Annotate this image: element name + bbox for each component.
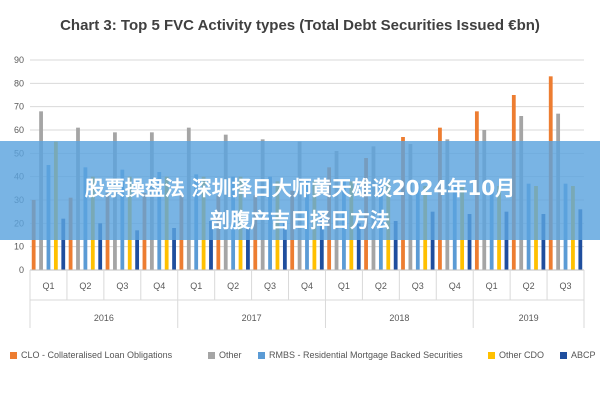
overlay-banner[interactable]: 股票操盘法 深圳择日大师黄天雄谈2024年10月 剖腹产吉日择日方法 [0, 141, 600, 240]
y-tick-label: 10 [14, 242, 24, 252]
bar [356, 223, 361, 270]
legend-item: CLO - Collateralised Loan Obligations [10, 350, 172, 360]
bar [467, 214, 472, 270]
x-group-label: 2016 [94, 313, 114, 323]
bar [393, 221, 398, 270]
legend-item: Other [208, 350, 242, 360]
legend-item: RMBS - Residential Mortgage Backed Secur… [258, 350, 463, 360]
x-tick-label: Q3 [412, 281, 424, 291]
bar [98, 223, 103, 270]
legend-label: ABCP [571, 350, 596, 360]
overlay-text-line-2: 剖腹产吉日择日方法 [210, 208, 390, 232]
bar [430, 211, 435, 270]
x-tick-label: Q3 [116, 281, 128, 291]
bar [172, 228, 176, 270]
x-tick-label: Q3 [560, 281, 572, 291]
legend-swatch [560, 351, 567, 359]
legend-label: RMBS - Residential Mortgage Backed Secur… [269, 350, 463, 360]
x-tick-label: Q1 [42, 281, 54, 291]
x-axis: Q1 Q2 Q3 Q4 Q1 Q2 Q3 Q4 Q1 Q2 Q3 Q4 Q1 Q2 Q3 2016 2017 20… [29, 269, 585, 328]
legend-label: Other [219, 350, 242, 360]
y-tick-label: 0 [19, 265, 24, 275]
legend-label: Other CDO [499, 350, 545, 360]
x-tick-label: Q4 [449, 281, 461, 291]
bar [319, 216, 324, 270]
x-tick-label: Q3 [264, 281, 276, 291]
overlay-text-line-1: 股票操盘法 深圳择日大师黄天雄谈2024年10月 [84, 176, 516, 200]
x-tick-label: Q2 [523, 281, 535, 291]
bar [541, 214, 546, 270]
y-tick-label: 90 [14, 55, 24, 65]
x-tick-label: Q2 [227, 281, 239, 291]
legend-item: ABCP [560, 350, 596, 360]
x-tick-label: Q4 [153, 281, 165, 291]
legend-swatch [208, 351, 215, 359]
legend: CLO - Collateralised Loan Obligations Oth… [10, 350, 600, 370]
legend-swatch [258, 351, 265, 359]
x-tick-label: Q1 [338, 281, 350, 291]
x-group-label: 2019 [519, 313, 539, 323]
bar [61, 218, 66, 270]
legend-label: CLO - Collateralised Loan Obligations [21, 350, 173, 360]
legend-swatch [10, 351, 17, 359]
bar [209, 221, 213, 270]
y-tick-label: 70 [14, 102, 24, 112]
chart-title: Chart 3: Top 5 FVC Activity types (Total… [60, 17, 540, 34]
y-tick-label: 80 [14, 78, 24, 88]
bar [246, 228, 250, 270]
x-group-label: 2018 [389, 313, 409, 323]
x-tick-label: Q2 [79, 281, 91, 291]
x-tick-label: Q1 [486, 281, 498, 291]
x-group-label: 2017 [242, 313, 262, 323]
legend-item: Other CDO [488, 350, 544, 360]
legend-swatch [488, 351, 495, 359]
x-tick-label: Q2 [375, 281, 387, 291]
x-tick-label: Q4 [301, 281, 313, 291]
x-tick-label: Q1 [190, 281, 202, 291]
bar [504, 211, 509, 270]
bar [135, 230, 140, 270]
bar [282, 223, 287, 270]
y-tick-label: 60 [14, 125, 24, 135]
